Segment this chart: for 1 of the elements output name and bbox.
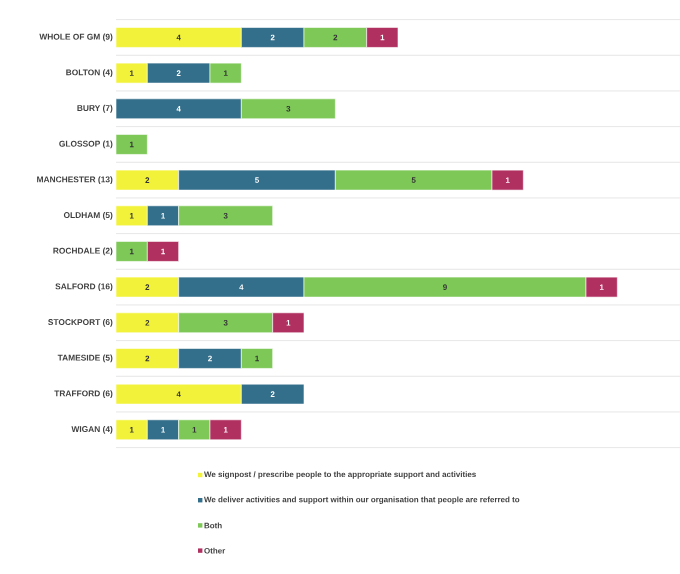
bar — [115, 134, 148, 155]
